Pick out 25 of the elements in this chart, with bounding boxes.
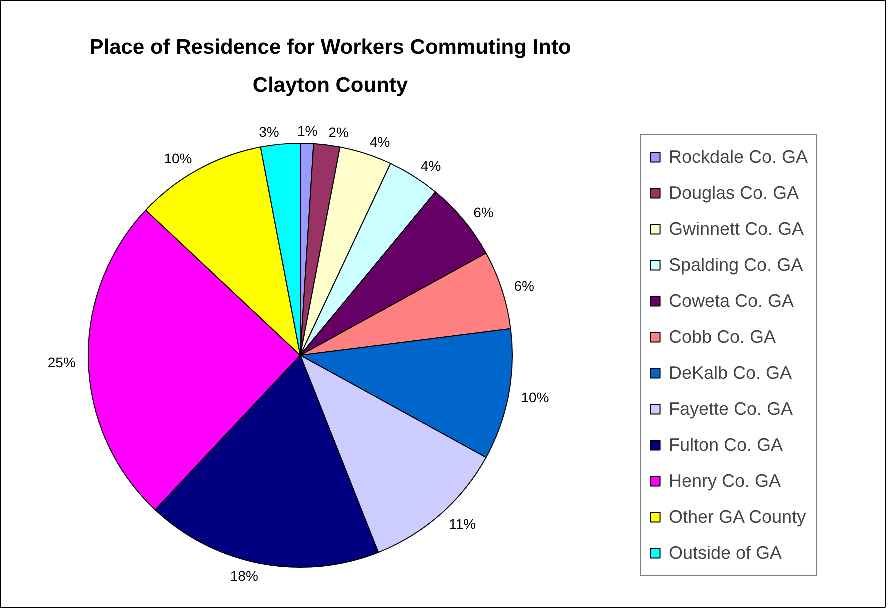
chart-title: Place of Residence for Workers Commuting Into Clayton County: [90, 36, 572, 97]
data-label: 6%: [514, 278, 534, 294]
legend-label: Cobb Co. GA: [669, 326, 776, 348]
legend-label: Coweta Co. GA: [669, 290, 794, 312]
legend-label: Outside of GA: [669, 542, 782, 564]
data-label: 10%: [164, 150, 192, 167]
data-label: 1%: [297, 122, 318, 139]
legend-label: Spalding Co. GA: [669, 254, 804, 277]
legend-label: Fulton Co. GA: [669, 434, 784, 456]
data-label: 4%: [420, 158, 442, 174]
data-label: 3%: [259, 124, 280, 140]
data-label: 2%: [328, 124, 349, 141]
legend-label: Henry Co. GA: [669, 470, 782, 493]
data-label: 4%: [370, 134, 390, 150]
legend-label: Rockdale Co. GA: [669, 146, 808, 168]
legend-label: Other GA County: [669, 506, 806, 529]
legend-label: DeKalb Co. GA: [669, 362, 792, 384]
data-label: 25%: [48, 354, 76, 371]
legend-label: Douglas Co. GA: [669, 182, 800, 205]
data-label: 6%: [474, 204, 494, 220]
data-label: 10%: [521, 390, 550, 406]
data-label: 18%: [230, 568, 258, 584]
data-label: 11%: [449, 516, 476, 532]
legend-label: Fayette Co. GA: [669, 398, 794, 421]
legend-label: Gwinnett Co. GA: [669, 218, 804, 240]
